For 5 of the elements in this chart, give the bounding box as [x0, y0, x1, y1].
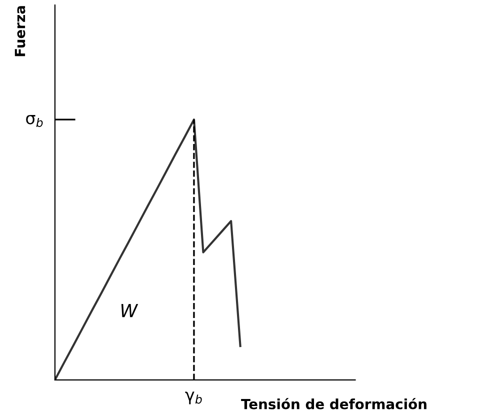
y-axis-title: Fuerza: [14, 6, 26, 56]
x-axis-title: Tensión de deformación: [241, 398, 426, 410]
annotation: W: [121, 304, 138, 318]
text: σ$_{b}$: [26, 114, 43, 127]
text: γ$_{b}$: [185, 392, 202, 404]
